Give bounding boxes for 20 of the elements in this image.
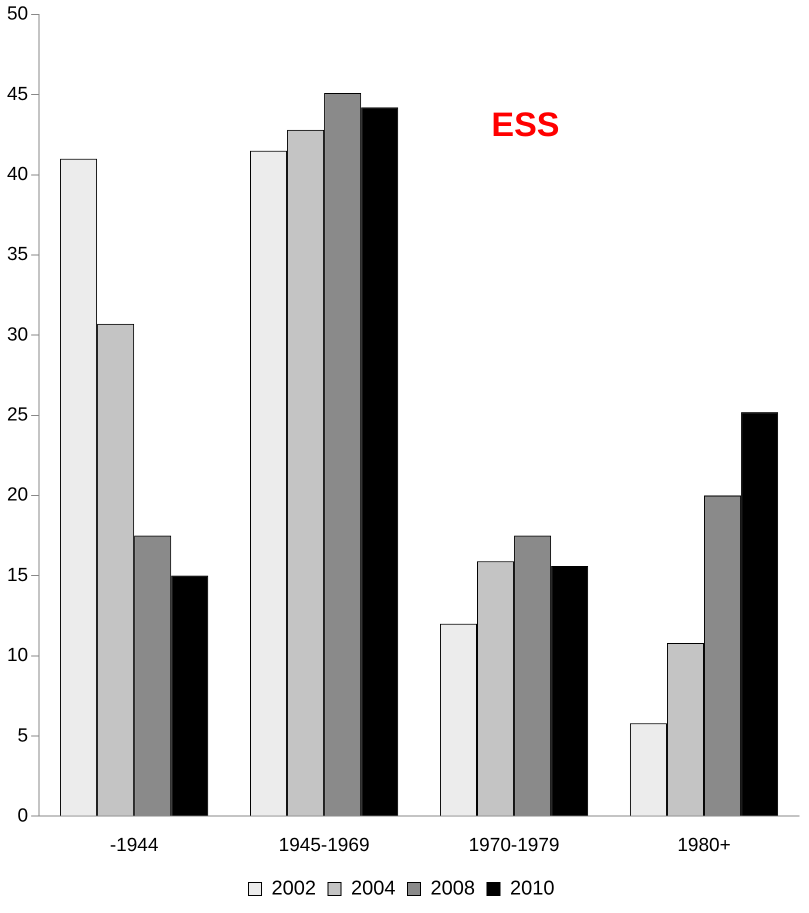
legend-label: 2002 [272, 878, 316, 900]
y-tick-label: 25 [6, 404, 28, 426]
legend-label: 2004 [351, 878, 396, 900]
x-tick-label: 1970-1979 [468, 834, 560, 856]
y-tick-label: 30 [6, 324, 28, 346]
y-tick-label: 0 [18, 805, 28, 826]
y-tick-label: 20 [6, 484, 28, 506]
x-tick-label: -1944 [110, 834, 159, 856]
y-tick-label: 15 [6, 564, 28, 586]
legend-label: 2008 [430, 878, 475, 900]
y-tick-label: 5 [18, 725, 28, 746]
x-tick-label: 1945-1969 [278, 834, 370, 856]
y-tick-label: 10 [6, 645, 28, 666]
annotation: ESS [491, 106, 560, 144]
y-tick-label: 35 [6, 244, 28, 266]
y-tick-label: 50 [6, 4, 28, 25]
y-tick-label: 45 [6, 84, 28, 105]
x-tick-label: 1980+ [677, 834, 731, 856]
y-tick-label: 40 [6, 164, 28, 185]
legend-label: 2010 [510, 878, 554, 900]
